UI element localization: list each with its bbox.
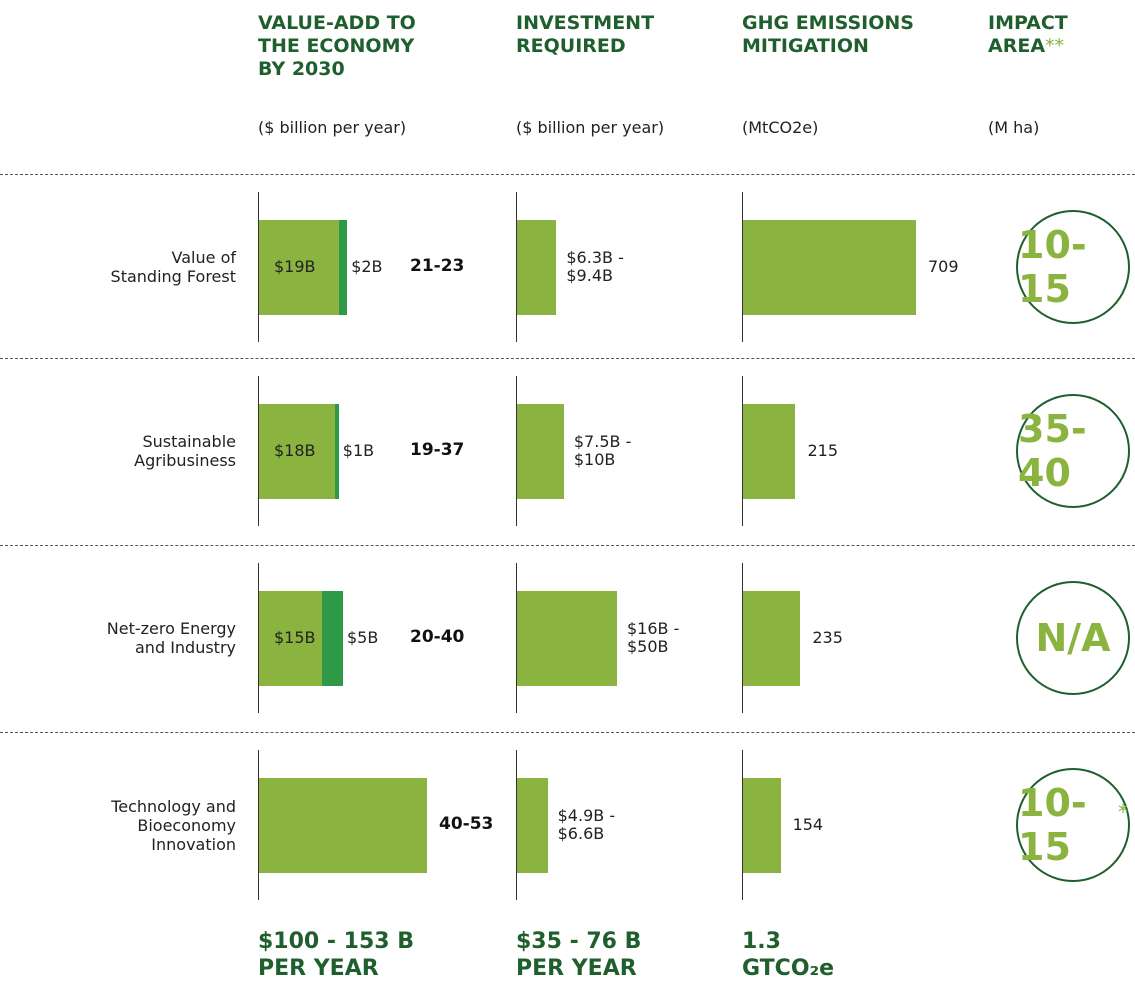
bar-segment (322, 591, 343, 686)
row-divider (0, 358, 1135, 359)
axis-line (516, 376, 517, 526)
axis-line (258, 192, 259, 342)
axis-line (516, 192, 517, 342)
row-label: and Industry (135, 638, 236, 657)
investment-label: $10B (573, 450, 616, 469)
impact-circle: 10-15 (1016, 210, 1130, 324)
segment-label: $18B (274, 441, 316, 460)
column-title: IMPACT (988, 12, 1068, 34)
total: $35 - 76 B (516, 929, 642, 954)
range-label: 40-53 (439, 814, 494, 834)
column-title: REQUIRED (516, 35, 626, 57)
axis-line (516, 750, 517, 900)
investment-label: $16B - (627, 619, 680, 638)
column-title: AREA** (988, 35, 1065, 57)
impact-circle: 10-15 * (1016, 768, 1130, 882)
row-label: Standing Forest (110, 267, 236, 286)
bar (517, 220, 557, 315)
segment-label: $1B (342, 441, 375, 460)
investment-label: $50B (627, 637, 669, 656)
segment-label: $15B (274, 628, 316, 647)
axis-line (258, 750, 259, 900)
impact-value: 10-15 (1018, 781, 1087, 869)
total: PER YEAR (258, 956, 379, 981)
total: 1.3 (742, 929, 781, 954)
row-label: Agribusiness (134, 451, 236, 470)
range-label: 19-37 (410, 440, 465, 460)
bar (743, 220, 916, 315)
bar-segment (259, 404, 335, 499)
impact-value: 10-15 (1018, 223, 1087, 311)
bar-segment (334, 404, 339, 499)
emissions-label: 709 (927, 257, 959, 276)
column-unit: (M ha) (988, 118, 1040, 137)
title-note: ** (1045, 35, 1065, 57)
bar (517, 778, 548, 873)
bar (517, 591, 617, 686)
range-label: 21-23 (410, 256, 465, 276)
row-label: Bioeconomy (137, 815, 236, 835)
column-unit: ($ billion per year) (516, 118, 665, 137)
axis-line (742, 750, 743, 900)
axis-line (516, 563, 517, 713)
total: $100 - 153 B (258, 929, 415, 954)
column-title: THE ECONOMY (258, 35, 415, 57)
bar (517, 404, 564, 499)
axis-line (742, 563, 743, 713)
row-divider (0, 545, 1135, 546)
column-unit: (MtCO2e) (742, 118, 819, 137)
investment-label: $6.6B (557, 824, 605, 843)
investment-label: $7.5B - (573, 432, 632, 451)
bar-segment (259, 591, 322, 686)
column-title: VALUE-ADD TO (258, 12, 416, 34)
investment-label: $4.9B - (557, 806, 616, 825)
total: PER YEAR (516, 956, 637, 981)
column-title: MITIGATION (742, 35, 869, 57)
emissions-label: 215 (807, 441, 838, 460)
impact-circle: N/A (1016, 581, 1130, 695)
row-divider (0, 732, 1135, 733)
impact-value: N/A (1035, 616, 1111, 660)
row-label: Value of (171, 248, 236, 267)
impact-value: 35-40 (1018, 407, 1087, 495)
column-title: GHG EMISSIONS (742, 12, 914, 34)
bar (743, 404, 796, 499)
emissions-label: 154 (792, 815, 824, 834)
total: GTCO₂e (742, 956, 835, 981)
impact-circle: 35-40 (1016, 394, 1130, 508)
bar (743, 591, 801, 686)
bar (743, 778, 781, 873)
axis-line (258, 563, 259, 713)
row-label: Net-zero Energy (106, 619, 236, 638)
axis-line (258, 376, 259, 526)
bar-segment (259, 220, 339, 315)
segment-label: $19B (274, 257, 316, 276)
impact-note: * (1118, 800, 1128, 824)
segment-label: $5B (347, 628, 379, 647)
segment-label: $2B (351, 257, 383, 276)
axis-line (742, 192, 743, 342)
bar-segment (259, 778, 427, 873)
column-unit: ($ billion per year) (258, 118, 407, 137)
row-label: Technology and (111, 796, 236, 816)
bar-segment (338, 220, 348, 315)
range-label: 20-40 (410, 627, 465, 647)
column-title: INVESTMENT (516, 12, 655, 34)
emissions-label: 235 (812, 628, 843, 647)
row-divider (0, 174, 1135, 175)
row-label: Innovation (151, 834, 236, 854)
investment-label: $6.3B - (566, 248, 624, 267)
axis-line (742, 376, 743, 526)
investment-label: $9.4B (566, 266, 613, 285)
row-label: Sustainable (142, 432, 236, 451)
column-title: BY 2030 (258, 58, 345, 80)
